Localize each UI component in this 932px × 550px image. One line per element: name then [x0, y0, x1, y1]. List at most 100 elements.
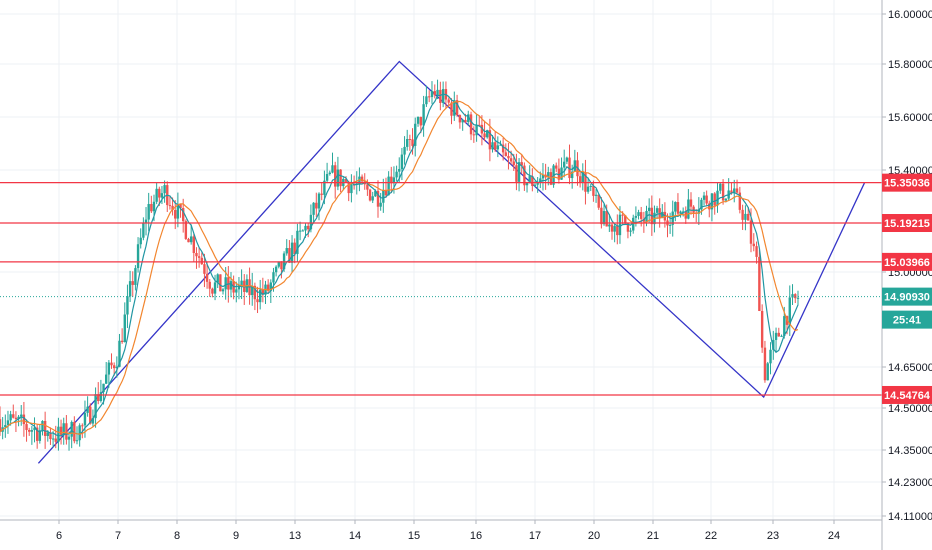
candle-body [708, 203, 711, 210]
candle-body [350, 184, 353, 194]
candle-body [461, 119, 464, 123]
candle-body [523, 165, 526, 186]
candle-body [676, 202, 680, 214]
candle-body [0, 419, 2, 432]
candle-body [91, 418, 95, 424]
candle-body [258, 289, 262, 303]
candle-body [441, 89, 445, 103]
candle-body [422, 104, 425, 126]
level-price-label: 15.19215 [884, 218, 930, 230]
candle-body [78, 425, 81, 441]
time-tick-label: 21 [647, 530, 659, 542]
candle-body [632, 217, 635, 231]
candle-body [181, 208, 185, 222]
candle-body [266, 284, 270, 291]
candle-body [769, 349, 772, 364]
candle-body [469, 114, 473, 135]
candle-body [493, 142, 497, 150]
candle-body [501, 144, 505, 153]
candle-body [118, 340, 121, 367]
candle-body [298, 230, 302, 232]
candle-body [382, 190, 385, 203]
candle-body [713, 193, 716, 206]
candle-body [640, 212, 643, 219]
candle-body [28, 429, 31, 432]
candle-body [309, 214, 313, 230]
candle-body [642, 218, 646, 222]
candle-body [536, 182, 539, 185]
candle-body [94, 394, 97, 419]
candle-body [197, 256, 201, 258]
candle-body [578, 176, 582, 183]
candle-body [738, 192, 742, 210]
candle-body [57, 426, 60, 442]
candle-body [705, 195, 708, 204]
candle-body [791, 294, 794, 298]
candle-body [366, 184, 369, 190]
candle-body [531, 176, 534, 186]
candle-body [371, 196, 374, 201]
candle-body [758, 256, 761, 312]
candle-body [425, 96, 428, 105]
level-price-label-background [882, 173, 932, 192]
candle-body [458, 115, 462, 123]
candle-body [17, 416, 20, 420]
candle-body [602, 211, 606, 225]
price-tick-label: 14.11000 [888, 511, 932, 523]
candle-body [46, 432, 49, 436]
candle-body [430, 91, 434, 98]
time-tick-label: 8 [174, 530, 180, 542]
candle-body [777, 332, 780, 337]
candle-body [112, 365, 116, 369]
candle-body [697, 209, 701, 214]
price-tick-label: 14.35000 [888, 445, 932, 457]
time-tick-label: 15 [408, 530, 420, 542]
time-tick-label: 17 [529, 530, 541, 542]
candle-body [253, 285, 257, 300]
candle-body [147, 204, 150, 220]
candle-body [387, 176, 390, 196]
candle-body [735, 188, 739, 193]
candle-body [488, 130, 492, 150]
candle-body [163, 185, 166, 194]
candle-body [491, 142, 494, 150]
candle-body [766, 363, 769, 381]
candle-body [168, 205, 172, 207]
candle-body [126, 296, 129, 315]
candle-body [504, 152, 507, 156]
candle-body [568, 157, 571, 179]
candle-body [195, 252, 198, 257]
candle-body [208, 281, 211, 289]
candle-body [144, 219, 148, 223]
candle-body [229, 281, 233, 290]
candle-body [312, 202, 315, 215]
candle-body [62, 423, 65, 435]
candle-body [600, 207, 603, 225]
time-tick-label: 22 [705, 530, 717, 542]
candle-body [328, 172, 331, 175]
candle-body [4, 425, 7, 428]
candle-body [296, 230, 299, 255]
candle-body [73, 421, 76, 442]
bar-countdown-label-background [882, 310, 932, 329]
time-tick-label: 20 [588, 530, 600, 542]
candle-body [280, 261, 283, 270]
current-price-label-background [882, 287, 932, 306]
candle-body [755, 246, 758, 257]
candle-body [586, 186, 590, 192]
candle-body [261, 289, 265, 295]
candle-body [41, 420, 44, 431]
candle-body [374, 190, 377, 197]
candle-body [285, 248, 288, 254]
candle-body [293, 242, 296, 255]
horizontal-levels[interactable] [0, 182, 882, 396]
candle-body [54, 438, 57, 442]
candle-body [59, 426, 63, 435]
bar-countdown-label: 25:41 [893, 315, 921, 327]
candle-body [123, 314, 126, 343]
candle-body [43, 420, 47, 436]
time-tick-label: 16 [470, 530, 482, 542]
candle-body [323, 180, 326, 195]
candle-body [509, 158, 513, 162]
